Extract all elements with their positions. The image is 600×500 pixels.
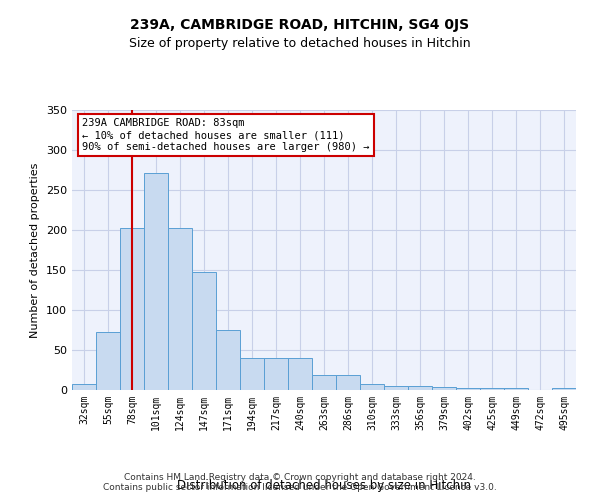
Bar xyxy=(480,388,504,390)
Y-axis label: Number of detached properties: Number of detached properties xyxy=(31,162,40,338)
Text: 239A CAMBRIDGE ROAD: 83sqm
← 10% of detached houses are smaller (111)
90% of sem: 239A CAMBRIDGE ROAD: 83sqm ← 10% of deta… xyxy=(82,118,370,152)
Bar xyxy=(456,388,480,390)
Bar xyxy=(72,384,96,390)
Bar xyxy=(192,272,216,390)
Bar xyxy=(144,173,168,390)
Bar xyxy=(288,358,312,390)
Bar xyxy=(336,375,360,390)
Bar xyxy=(408,386,432,390)
Bar xyxy=(240,358,264,390)
Text: Size of property relative to detached houses in Hitchin: Size of property relative to detached ho… xyxy=(129,38,471,51)
Bar xyxy=(360,384,384,390)
Text: 239A, CAMBRIDGE ROAD, HITCHIN, SG4 0JS: 239A, CAMBRIDGE ROAD, HITCHIN, SG4 0JS xyxy=(130,18,470,32)
Bar xyxy=(96,332,120,390)
Bar xyxy=(552,388,576,390)
Bar xyxy=(216,330,240,390)
Bar xyxy=(168,228,192,390)
Bar xyxy=(432,387,456,390)
Bar xyxy=(312,375,336,390)
Bar xyxy=(120,228,144,390)
Bar xyxy=(504,388,528,390)
Text: Contains HM Land Registry data © Crown copyright and database right 2024.
Contai: Contains HM Land Registry data © Crown c… xyxy=(103,473,497,492)
Bar xyxy=(384,386,408,390)
Bar xyxy=(264,358,288,390)
X-axis label: Distribution of detached houses by size in Hitchin: Distribution of detached houses by size … xyxy=(177,478,471,492)
